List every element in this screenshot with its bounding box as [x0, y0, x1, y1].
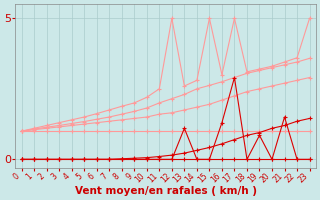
X-axis label: Vent moyen/en rafales ( km/h ): Vent moyen/en rafales ( km/h ) [75, 186, 257, 196]
